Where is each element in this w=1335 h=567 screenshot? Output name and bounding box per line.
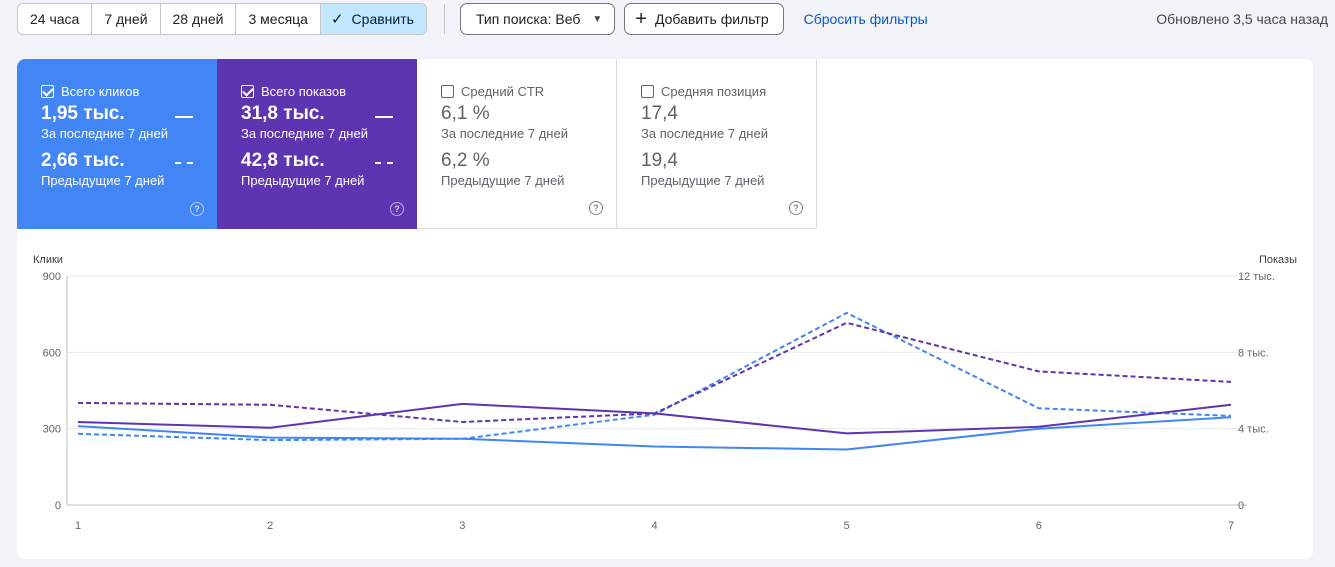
metric-label: Всего показов — [261, 83, 346, 99]
metric-header: Средний CTR — [441, 83, 616, 99]
solid-line-legend-icon — [375, 116, 393, 118]
y-left-tick-label: 600 — [43, 347, 61, 359]
toolbar: 24 часа 7 дней 28 дней 3 месяца ✓ Сравни… — [17, 3, 928, 35]
metric-previous-value: 6,2 % — [441, 150, 490, 171]
metric-header: Средняя позиция — [641, 83, 816, 99]
divider — [443, 4, 445, 34]
series-line — [77, 321, 1232, 423]
x-tick-label: 1 — [75, 520, 81, 532]
metric-previous-period: Предыдущие 7 дней — [641, 173, 765, 188]
y-right-axis-title: Показы — [1259, 254, 1297, 266]
metric-previous-period: Предыдущие 7 дней — [41, 173, 165, 188]
compare-label: Сравнить — [351, 11, 414, 27]
dashed-line-legend-icon — [375, 162, 393, 164]
compare-button[interactable]: ✓ Сравнить — [320, 4, 426, 34]
dropdown-arrow-icon: ▼ — [592, 13, 603, 25]
y-right-tick-label: 8 тыс. — [1238, 347, 1269, 359]
metric-previous-period: Предыдущие 7 дней — [241, 173, 365, 188]
performance-chart[interactable]: 0 0 300 4 тыс. 600 8 тыс. 900 12 тыс. Клики Показ… — [17, 229, 1313, 559]
y-left-axis-title: Клики — [33, 254, 63, 266]
x-tick-label: 7 — [1228, 520, 1234, 532]
checkbox-checked-icon[interactable] — [241, 84, 254, 98]
x-tick-label: 6 — [1036, 520, 1042, 532]
check-icon: ✓ — [330, 11, 344, 28]
metric-previous-value: 42,8 тыс. — [241, 150, 325, 171]
checkbox-unchecked-icon[interactable] — [641, 84, 654, 98]
metric-card-position[interactable]: Средняя позиция 17,4 За последние 7 дней… — [617, 59, 817, 229]
performance-panel: Всего кликов 1,95 тыс. За последние 7 дн… — [17, 59, 1313, 559]
x-tick-label: 4 — [651, 520, 657, 532]
metric-current-value: 17,4 — [641, 103, 678, 124]
date-range-selector: 24 часа 7 дней 28 дней 3 месяца ✓ Сравни… — [17, 3, 427, 35]
x-tick-label: 5 — [844, 520, 850, 532]
metric-current-period: За последние 7 дней — [441, 126, 568, 141]
help-icon[interactable]: ? — [390, 202, 404, 216]
last-updated-text: Обновлено 3,5 часа назад — [1156, 11, 1328, 27]
metric-header: Всего показов — [241, 83, 417, 99]
series-line — [77, 311, 1232, 442]
dashed-line-legend-icon — [175, 162, 193, 164]
y-left-tick-label: 300 — [43, 424, 61, 436]
metric-label: Средняя позиция — [661, 83, 767, 99]
checkbox-unchecked-icon[interactable] — [441, 84, 454, 98]
plus-icon: + — [635, 8, 647, 30]
help-icon[interactable]: ? — [789, 201, 803, 215]
range-28d-button[interactable]: 28 дней — [161, 4, 237, 34]
help-icon[interactable]: ? — [589, 201, 603, 215]
metric-current-period: За последние 7 дней — [641, 126, 768, 141]
checkbox-checked-icon[interactable] — [41, 84, 54, 98]
metric-current-value: 31,8 тыс. — [241, 103, 325, 124]
y-left-tick-label: 0 — [55, 500, 61, 512]
series-line — [77, 416, 1232, 451]
metric-label: Всего кликов — [61, 83, 140, 99]
add-filter-button[interactable]: + Добавить фильтр — [624, 3, 784, 35]
metric-previous-value: 19,4 — [641, 150, 678, 171]
x-tick-label: 2 — [267, 520, 273, 532]
solid-line-legend-icon — [175, 116, 193, 118]
metric-cards: Всего кликов 1,95 тыс. За последние 7 дн… — [17, 59, 817, 229]
metric-current-period: За последние 7 дней — [241, 126, 368, 141]
add-filter-label: Добавить фильтр — [654, 11, 769, 27]
y-right-tick-label: 12 тыс. — [1238, 271, 1275, 283]
metric-header: Всего кликов — [41, 83, 217, 99]
metric-previous-value: 2,66 тыс. — [41, 150, 125, 171]
search-type-dropdown[interactable]: Тип поиска: Веб ▼ — [459, 3, 616, 35]
metric-label: Средний CTR — [461, 83, 545, 99]
metric-card-clicks[interactable]: Всего кликов 1,95 тыс. За последние 7 дн… — [17, 59, 217, 229]
metric-current-value: 1,95 тыс. — [41, 103, 125, 124]
metric-current-period: За последние 7 дней — [41, 126, 168, 141]
metric-previous-period: Предыдущие 7 дней — [441, 173, 565, 188]
range-3m-button[interactable]: 3 месяца — [236, 4, 321, 34]
range-24h-button[interactable]: 24 часа — [18, 4, 93, 34]
y-right-tick-label: 4 тыс. — [1238, 424, 1269, 436]
reset-filters-link[interactable]: Сбросить фильтры — [803, 11, 928, 27]
y-left-tick-label: 900 — [43, 271, 61, 283]
metric-card-ctr[interactable]: Средний CTR 6,1 % За последние 7 дней 6,… — [417, 59, 617, 229]
help-icon[interactable]: ? — [190, 202, 204, 216]
x-tick-label: 3 — [459, 520, 465, 532]
metric-current-value: 6,1 % — [441, 103, 490, 124]
search-type-label: Тип поиска: Веб — [475, 11, 581, 27]
range-7d-button[interactable]: 7 дней — [92, 4, 161, 34]
metric-card-impressions[interactable]: Всего показов 31,8 тыс. За последние 7 д… — [217, 59, 417, 229]
y-right-tick-label: 0 — [1238, 500, 1244, 512]
